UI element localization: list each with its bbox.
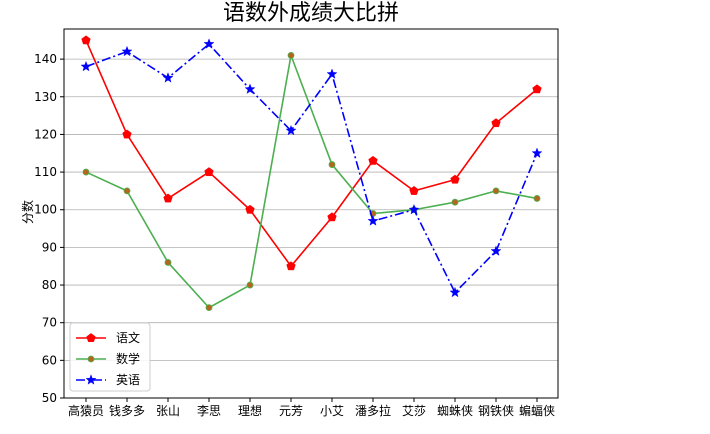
data-point	[164, 259, 172, 266]
series-line	[85, 43, 538, 294]
y-tick-label: 60	[42, 353, 57, 367]
series-line	[85, 54, 538, 309]
data-point	[203, 38, 215, 49]
y-tick-label: 130	[34, 90, 57, 104]
data-point	[367, 215, 379, 226]
x-tick-label: 钱多多	[109, 403, 145, 418]
data-point	[286, 261, 296, 271]
data-point	[80, 60, 92, 72]
y-tick-label: 110	[34, 165, 57, 179]
data-point	[490, 245, 502, 256]
data-point	[409, 186, 419, 195]
data-point	[533, 195, 541, 202]
data-point	[492, 187, 500, 195]
series-layer	[80, 35, 543, 312]
y-tick-label: 140	[34, 52, 57, 66]
x-tick-label: 李思	[197, 403, 221, 418]
data-point	[82, 168, 90, 176]
data-point	[81, 35, 91, 45]
x-tick-label: 钢铁侠	[478, 404, 514, 418]
data-point	[121, 45, 133, 57]
y-tick-label: 70	[42, 316, 57, 330]
y-tick-label: 100	[34, 203, 57, 217]
x-tick-label: 元芳	[279, 404, 303, 418]
series-line	[85, 39, 538, 268]
plot-area-frame	[63, 28, 559, 399]
series-1	[81, 35, 542, 271]
y-axis-label: 分数	[20, 200, 35, 224]
data-point	[162, 72, 174, 83]
x-tick-label: 蝙蝠侠	[519, 403, 555, 418]
legend-label: 语文	[116, 330, 140, 345]
data-point	[326, 68, 338, 79]
legend-item: 英语	[76, 373, 140, 387]
x-tick-label: 艾莎	[402, 404, 426, 418]
series-2	[82, 51, 541, 312]
data-point	[408, 203, 420, 215]
data-point	[532, 84, 542, 94]
x-tick-label: 张山	[156, 404, 180, 418]
legend-label: 数学	[116, 351, 140, 366]
chart-title: 语数外成绩大比拼	[223, 1, 399, 26]
data-point	[163, 193, 173, 203]
data-point	[368, 155, 378, 165]
data-point	[491, 118, 501, 128]
x-tick-label: 潘多拉	[355, 403, 391, 418]
x-tick-label: 小艾	[320, 404, 344, 418]
data-point	[449, 286, 461, 298]
data-point	[450, 174, 460, 184]
data-point	[123, 187, 131, 195]
y-tick-label: 50	[42, 391, 57, 405]
y-tick-label: 120	[34, 127, 57, 141]
y-tick-label: 80	[42, 278, 57, 292]
data-point	[204, 167, 214, 177]
series-3	[80, 38, 543, 298]
data-point	[245, 204, 255, 214]
legend-marker	[86, 333, 96, 342]
x-tick-label: 理想	[238, 403, 262, 418]
legend-item: 语文	[76, 330, 140, 345]
data-point	[244, 83, 256, 94]
data-point	[451, 198, 459, 206]
data-point	[327, 212, 337, 222]
x-tick-label: 高猿员	[68, 403, 104, 418]
legend-marker	[85, 374, 97, 385]
legend-marker	[87, 355, 95, 363]
legend-item: 数学	[76, 351, 140, 366]
y-tick-label: 90	[42, 240, 57, 254]
data-point	[287, 51, 295, 59]
data-point	[285, 124, 297, 136]
data-point	[328, 161, 336, 168]
x-tick-label: 蜘蛛侠	[437, 403, 473, 418]
data-point	[246, 281, 254, 289]
axis-ticks: 50 60 70 80 90 100 110 120 130 140 高猿员 钱多多 张山 李思 理想 元芳 小…	[34, 52, 555, 418]
data-point	[122, 129, 132, 139]
legend-label: 英语	[116, 373, 140, 387]
data-point	[531, 147, 543, 158]
data-point	[205, 304, 213, 312]
